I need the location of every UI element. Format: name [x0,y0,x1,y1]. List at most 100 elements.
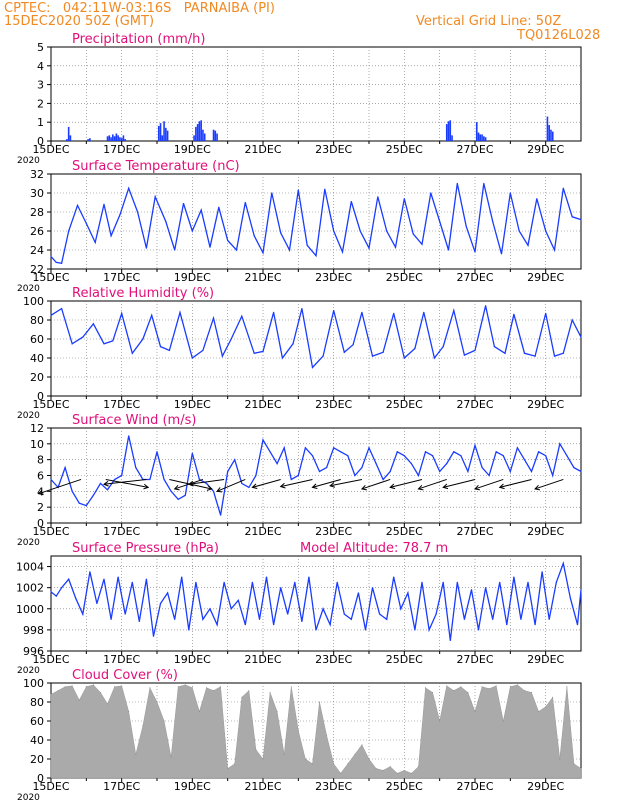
series-point [117,576,119,578]
series-point [552,474,554,477]
series-point [315,255,317,257]
series-point [439,220,441,223]
wind-arrowhead [498,483,505,490]
cloud-point [170,756,172,758]
cloud-point [474,711,476,712]
x-tick-label: 25DEC [386,653,423,666]
x-tick-label: 23DEC [315,398,352,411]
x-tick-label: 17DEC [103,143,140,156]
wind-arrowhead [216,487,223,493]
series-point [281,357,284,359]
precip-bar [115,133,118,141]
station-header: CPTEC: 042:11W-03:16S PARNAIBA (PI) [4,1,275,16]
x-tick-label: 17DEC [103,653,140,666]
cloud-point [523,690,525,692]
series-point [218,206,220,208]
cloud-point [453,690,455,692]
series-point [283,447,285,449]
cloud-point [502,720,504,722]
cloud-point [220,686,222,688]
y-tick-label: 1004 [16,561,44,574]
series-point [251,581,253,583]
precip-bar [475,122,478,141]
cloud-point [57,690,59,692]
x-tick-label: 27DEC [456,271,493,284]
x-tick-label: 23DEC [315,271,352,284]
precip-bar [108,135,111,141]
precip-bar [122,135,125,141]
cloud-point [71,685,73,687]
series-point [414,629,416,631]
series-point [474,444,476,447]
series-point [333,447,335,449]
x-tick-label: 15DEC [32,143,69,156]
y-tick-label: 80 [30,696,44,709]
series-point [235,249,238,251]
series-point [562,352,564,354]
series-point [61,308,63,310]
series-point [502,455,504,457]
series-point [389,470,391,473]
cloud-point [382,769,384,771]
series-point [159,602,162,605]
series-point [202,349,204,351]
series-point [64,466,66,469]
x-tick-label: 29DEC [527,525,564,538]
y-tick-label: 996 [23,645,44,658]
series-point [159,346,162,348]
x-tick-label: 25DEC [386,398,423,411]
precip-bar [484,137,487,141]
series-point [555,581,557,583]
series-point [562,187,564,189]
series-point [569,597,572,599]
y-tick-label: 60 [30,715,44,728]
series-point [182,202,185,205]
series-point [200,209,202,211]
series-point [580,336,582,338]
y-tick-label: 32 [30,168,44,181]
x-tick-label: 29DEC [527,143,564,156]
series-point [400,608,402,610]
precip-bar [196,124,199,141]
wind-arrowhead [206,485,213,491]
series-point [520,618,522,620]
panel-frame [50,555,582,652]
cloud-point [467,692,469,693]
series-point [234,459,236,461]
series-point [347,455,349,457]
series-point [220,514,222,516]
x-tick-label: 23DEC [315,525,352,538]
series-point [329,624,331,626]
series-point [174,249,176,251]
series-point [265,576,268,578]
x-tick-label: 25DEC [386,525,423,538]
series-point [341,251,344,253]
cloud-point [446,685,448,687]
year-label: 2020 [17,284,40,294]
series-point [456,581,458,583]
series-point [368,447,370,449]
year-label: 2020 [17,666,40,676]
x-tick-label: 17DEC [103,525,140,538]
series-point [538,451,540,453]
x-tick-label: 15DEC [32,271,69,284]
grid-note-label: Vertical Grid Line: 50Z [416,14,562,29]
series-point [145,578,147,580]
series-point [545,455,547,457]
series-point [149,478,151,481]
series-point [357,592,359,594]
series-point [504,352,506,354]
y-tick-label: 8 [37,454,44,467]
series-point [474,251,476,253]
x-tick-label: 21DEC [244,525,281,538]
precip-bar [212,129,215,141]
series-point [545,230,547,232]
series-point [467,470,469,473]
series-point [71,343,73,345]
wind-arrowhead [187,480,194,487]
series-point [364,629,367,631]
series-point [179,311,181,313]
series-point [470,589,473,591]
series-point [50,314,52,316]
wind-arrowhead [279,482,286,489]
